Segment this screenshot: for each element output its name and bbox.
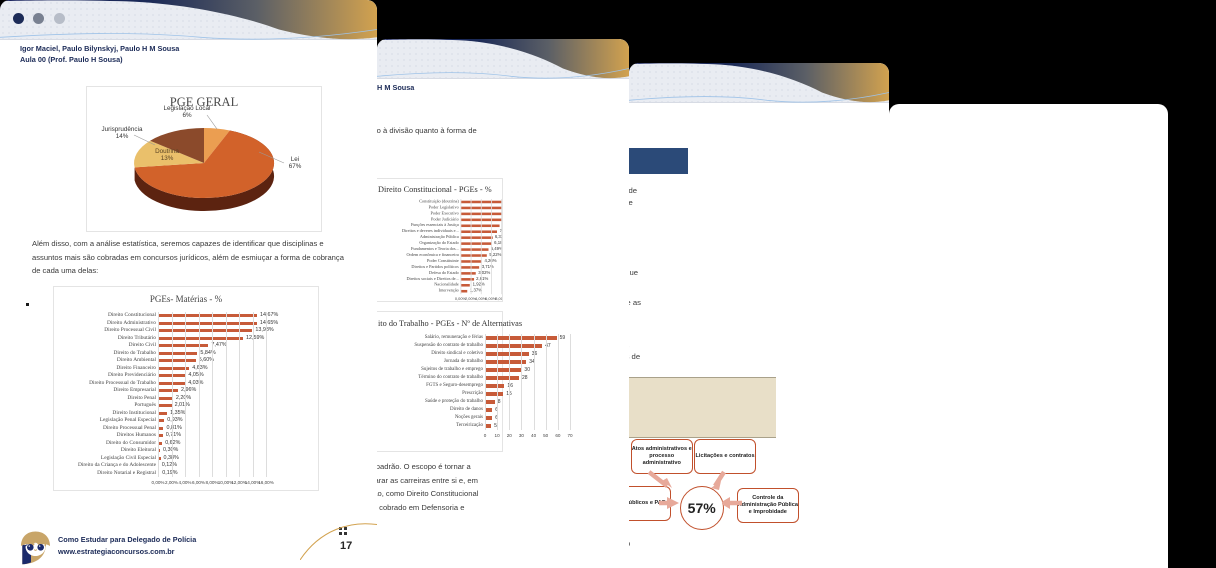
- svg-text:Lei: Lei: [291, 156, 299, 163]
- svg-text:67%: 67%: [289, 163, 302, 170]
- svg-text:Doutrina: Doutrina: [155, 148, 179, 155]
- svg-text:6%: 6%: [182, 112, 192, 119]
- svg-text:Legislação Local: Legislação Local: [164, 105, 211, 112]
- svg-text:14%: 14%: [116, 133, 129, 140]
- svg-text:Jurisprudência: Jurisprudência: [102, 126, 143, 133]
- svg-text:13%: 13%: [161, 155, 174, 162]
